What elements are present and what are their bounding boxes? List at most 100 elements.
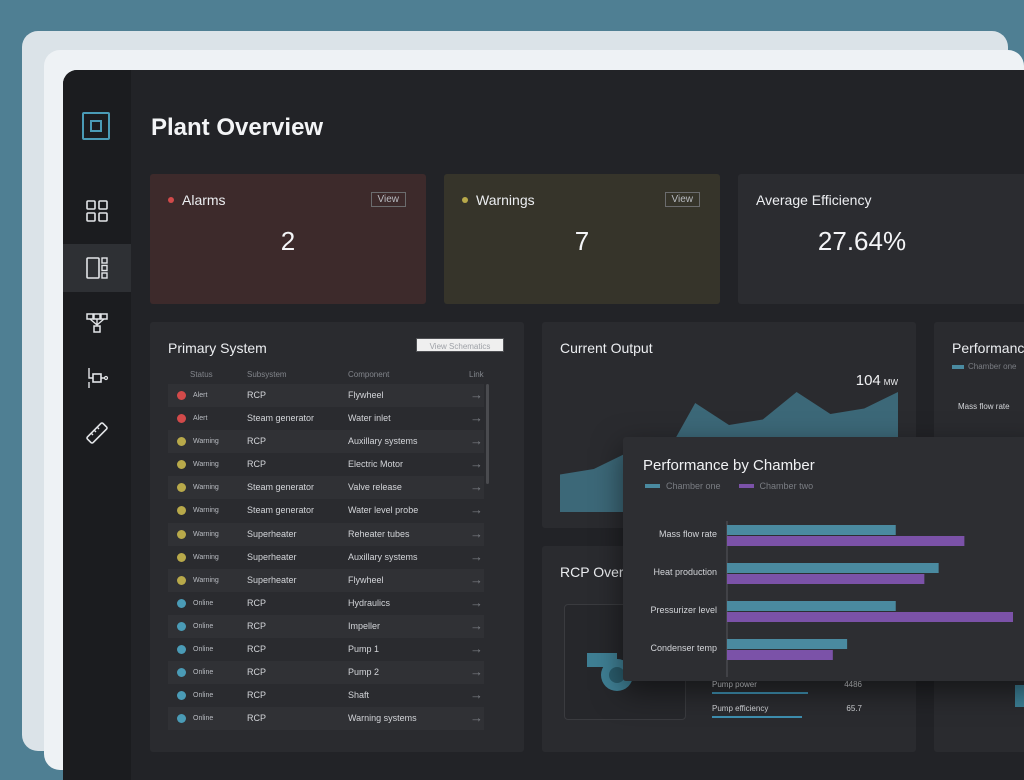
arrow-right-icon[interactable]: →	[470, 456, 483, 472]
subsystem-cell: RCP	[247, 597, 267, 608]
header-link: Link	[469, 370, 484, 379]
bar-chamber-two[interactable]	[727, 574, 925, 584]
status-dot-icon	[177, 437, 186, 447]
nav-network[interactable]	[63, 299, 131, 347]
subsystem-cell: RCP	[247, 690, 267, 701]
table-row[interactable]: Alert RCP Flywheel →	[168, 384, 484, 408]
table-header: Status Subsystem Component Link	[168, 370, 488, 384]
chart-legend: Chamber one Chamber two	[645, 481, 813, 491]
bar-chamber-two[interactable]	[727, 536, 965, 546]
table-row[interactable]: Online RCP Shaft →	[168, 684, 484, 707]
table-row[interactable]: Online RCP Pump 1 →	[168, 638, 484, 661]
component-icon	[88, 368, 109, 388]
alarm-status-icon	[168, 197, 174, 203]
bar-chamber-one[interactable]	[727, 525, 896, 535]
arrow-right-icon[interactable]: →	[470, 710, 483, 726]
status-dot-icon	[177, 506, 186, 516]
bar-chamber-one[interactable]	[727, 639, 848, 649]
subsystem-cell: Superheater	[247, 551, 297, 562]
table-row[interactable]: Warning Superheater Reheater tubes →	[168, 522, 484, 546]
bar-chart: Mass flow rate Heat production Pressurizer…	[650, 521, 1013, 677]
table-row[interactable]: Alert Steam generator Water inlet →	[168, 407, 484, 430]
component-cell: Flywheel	[348, 390, 384, 400]
arrow-right-icon[interactable]: →	[470, 594, 483, 610]
arrow-right-icon[interactable]: →	[470, 687, 483, 703]
category-label: Heat production	[653, 567, 717, 577]
metric-bar	[712, 716, 802, 718]
warning-status-icon	[462, 197, 468, 203]
table-scrollbar[interactable]	[486, 384, 489, 484]
table-row[interactable]: Online RCP Impeller →	[168, 614, 484, 639]
status-dot-icon	[177, 598, 186, 608]
metric-label: Pump efficiency	[712, 704, 769, 713]
component-cell: Auxillary systems	[348, 551, 418, 562]
component-cell: Hydraulics	[348, 597, 391, 608]
alarms-view-button[interactable]: View	[370, 192, 406, 207]
logo-icon[interactable]	[82, 112, 110, 140]
rcp-overview-title: RCP Overv	[560, 564, 631, 580]
table-row[interactable]: Warning Steam generator Water level probe →	[168, 499, 484, 522]
component-cell: Pump 2	[348, 667, 380, 678]
nav-component[interactable]	[63, 354, 131, 402]
output-number: 104	[855, 372, 881, 389]
legend-label: Chamber one	[666, 481, 721, 491]
header-status: Status	[190, 370, 213, 379]
bar-chamber-one[interactable]	[727, 601, 896, 611]
warnings-label: Warnings	[476, 192, 535, 208]
arrow-right-icon[interactable]: →	[470, 502, 483, 518]
bar-chamber-one[interactable]	[727, 563, 939, 573]
table-row[interactable]: Online RCP Hydraulics →	[168, 592, 484, 615]
component-cell: Shaft	[348, 690, 370, 701]
chart-title: Performance by Chamber	[643, 457, 815, 474]
subsystem-cell: Steam generator	[247, 505, 315, 516]
layout-icon	[86, 257, 108, 279]
table-row[interactable]: Warning RCP Electric Motor →	[168, 453, 484, 476]
status-text: Online	[193, 622, 214, 630]
component-cell: Electric Motor	[348, 459, 404, 470]
status-text: Online	[193, 646, 214, 654]
category-label: Pressurizer level	[650, 605, 717, 615]
view-schematics-button[interactable]: View Schematics	[416, 338, 504, 352]
table-row[interactable]: Warning Superheater Auxillary systems →	[168, 546, 484, 569]
component-cell: Impeller	[348, 620, 381, 631]
category-label: Condenser temp	[650, 643, 717, 653]
arrow-right-icon[interactable]: →	[470, 525, 483, 541]
rcp-metric-pump-power: Pump power 4486	[712, 680, 862, 694]
nav-ruler[interactable]	[63, 409, 131, 457]
performance-category-label: Mass flow rate	[958, 402, 1010, 411]
arrow-right-icon[interactable]: →	[470, 548, 483, 564]
arrow-right-icon[interactable]: →	[470, 387, 483, 402]
arrow-right-icon[interactable]: →	[470, 641, 483, 657]
sidebar	[63, 70, 131, 780]
arrow-right-icon[interactable]: →	[470, 410, 483, 426]
header-subsystem: Subsystem	[247, 370, 287, 379]
nav-dashboard[interactable]	[63, 187, 131, 235]
table-row[interactable]: Online RCP Pump 2 →	[168, 661, 484, 685]
legend-chamber-one: Chamber one	[645, 481, 721, 491]
arrow-right-icon[interactable]: →	[470, 433, 483, 449]
bar-chamber-two[interactable]	[727, 650, 833, 660]
status-dot-icon	[177, 575, 186, 585]
arrow-right-icon[interactable]: →	[470, 617, 483, 633]
bar-chamber-two[interactable]	[727, 612, 1013, 622]
status-dot-icon	[177, 621, 186, 631]
table-row[interactable]: Warning Steam generator Valve release →	[168, 476, 484, 500]
arrow-right-icon[interactable]: →	[470, 664, 483, 680]
table-row[interactable]: Warning RCP Auxillary systems →	[168, 430, 484, 454]
subsystem-cell: Steam generator	[247, 413, 315, 424]
status-text: Warning	[193, 553, 219, 561]
arrow-right-icon[interactable]: →	[470, 571, 483, 587]
status-text: Warning	[193, 438, 219, 446]
status-text: Alert	[193, 415, 208, 423]
table-row[interactable]: Online RCP Warning systems →	[168, 707, 484, 731]
status-dot-icon	[177, 483, 186, 493]
warnings-view-button[interactable]: View	[664, 192, 700, 207]
status-dot-icon	[177, 391, 186, 400]
subsystem-cell: RCP	[247, 667, 267, 678]
legend-label: Chamber one	[968, 362, 1017, 371]
efficiency-label: Average Efficiency	[756, 192, 872, 208]
arrow-right-icon[interactable]: →	[470, 479, 483, 495]
table-row[interactable]: Warning Superheater Flywheel →	[168, 568, 484, 592]
component-cell: Valve release	[348, 482, 402, 493]
nav-layout[interactable]	[63, 244, 131, 292]
